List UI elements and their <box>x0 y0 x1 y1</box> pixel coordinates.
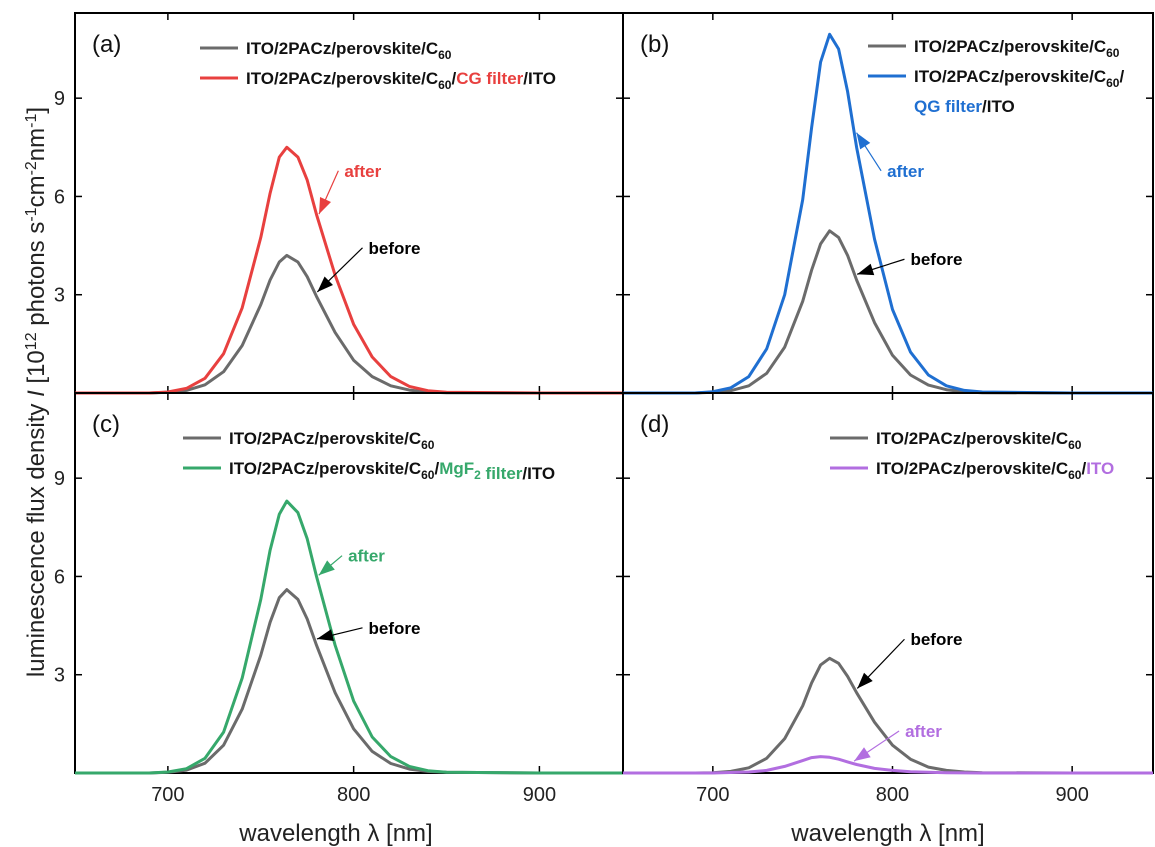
legend-entry: ITO/2PACz/perovskite/C60 <box>229 429 435 452</box>
annotation-after: after <box>905 722 942 741</box>
series-line-before <box>623 229 1153 395</box>
series-line-before <box>623 656 1153 775</box>
chart-panel-a: 369(a) ITO/2PACz/perovskite/C60ITO/2PACz/… <box>54 12 624 395</box>
legend: ITO/2PACz/perovskite/C60 ITO/2PACz/perovs… <box>830 429 1114 482</box>
x-tick-label: 800 <box>337 784 370 806</box>
legend: ITO/2PACz/perovskite/C60 ITO/2PACz/perovs… <box>183 429 555 483</box>
x-tick-label: 700 <box>696 784 729 806</box>
annotation-arrowhead <box>854 747 871 762</box>
annotation-arrowhead <box>857 672 873 689</box>
panel-label: (b) <box>640 31 669 58</box>
annotation-arrowhead <box>317 276 333 292</box>
annotation-after: after <box>344 162 381 181</box>
annotation-arrowhead <box>857 263 875 276</box>
series-line-after <box>623 755 1153 775</box>
annotation-before: before <box>910 250 962 269</box>
series-line-before <box>75 253 623 395</box>
chart-panel-c: 700 800 900369(c)ITO/2PACz/perovskite/C60I… <box>54 392 624 806</box>
x-axis-title-right: wavelength λ [nm] <box>790 820 984 847</box>
x-tick-label: 900 <box>1055 784 1088 806</box>
x-axis-title-left: wavelength λ [nm] <box>238 820 432 847</box>
annotation-arrowhead <box>318 197 332 215</box>
legend-entry: ITO/2PACz/perovskite/C60 <box>246 39 452 62</box>
series-line-after <box>75 499 623 775</box>
legend-entry: ITO/2PACz/perovskite/C60 <box>914 37 1120 60</box>
legend: ITO/2PACz/perovskite/C60 ITO/2PACz/perovs… <box>200 39 556 92</box>
panel-frame <box>74 392 624 774</box>
y-tick-label: 6 <box>54 566 65 588</box>
x-tick-label: 900 <box>523 784 556 806</box>
chart-panel-d: 700 800 900(d)ITO/2PACz/perovskite/C60ITO/… <box>622 392 1154 806</box>
annotation-arrowhead <box>856 132 871 150</box>
panel-frame <box>622 392 1154 774</box>
legend-entry: ITO/2PACz/perovskite/C60/ITO <box>876 459 1114 482</box>
annotation-after: after <box>887 162 924 181</box>
y-tick-label: 3 <box>54 285 65 307</box>
legend-entry: ITO/2PACz/perovskite/C60/MgF2 filter/ITO <box>229 459 555 483</box>
legend-entry: ITO/2PACz/perovskite/C60/ <box>914 67 1124 90</box>
annotation-after: after <box>348 547 385 566</box>
x-tick-label: 800 <box>876 784 909 806</box>
legend-entry: QG filter/ITO <box>914 97 1015 116</box>
legend-entry: ITO/2PACz/perovskite/C60 <box>876 429 1082 452</box>
y-tick-label: 3 <box>54 665 65 687</box>
series-line-after <box>623 32 1153 395</box>
x-tick-label: 700 <box>151 784 184 806</box>
y-tick-label: 6 <box>54 186 65 208</box>
y-tick-label: 9 <box>54 88 65 110</box>
chart-panel-b: (b) ITO/2PACz/perovskite/C60ITO/2PACz/per… <box>622 12 1154 395</box>
annotation-arrowhead <box>318 560 335 576</box>
annotation-before: before <box>910 630 962 649</box>
y-axis-title: luminescence flux density I [1012 photon… <box>23 107 51 677</box>
legend-entry: ITO/2PACz/perovskite/C60/CG filter/ITO <box>246 69 556 92</box>
annotation-arrowhead <box>316 629 334 641</box>
panel-label: (a) <box>92 31 121 58</box>
series-line-after <box>75 145 623 395</box>
annotation-before: before <box>369 239 421 258</box>
series-line-before <box>75 588 623 775</box>
y-tick-label: 9 <box>54 468 65 490</box>
panel-label: (c) <box>92 411 120 438</box>
legend: ITO/2PACz/perovskite/C60 ITO/2PACz/perovs… <box>868 37 1124 116</box>
plot-area: 369(a) ITO/2PACz/perovskite/C60ITO/2PACz/… <box>54 12 1154 806</box>
panel-label: (d) <box>640 411 669 438</box>
annotation-before: before <box>369 619 421 638</box>
